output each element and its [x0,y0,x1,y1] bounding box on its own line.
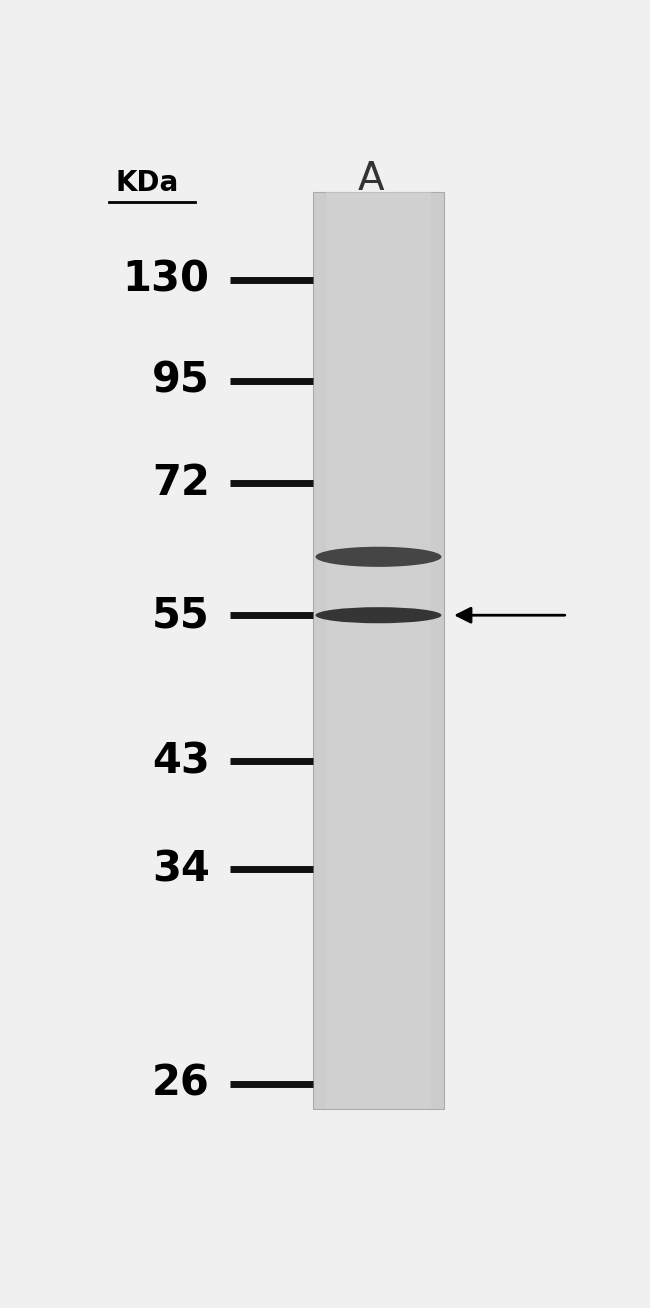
Text: 95: 95 [152,360,210,402]
Text: 55: 55 [152,594,210,636]
Text: 34: 34 [152,848,210,889]
Text: KDa: KDa [115,169,178,198]
Bar [326,192,431,1109]
Text: 43: 43 [152,740,210,782]
Text: 26: 26 [152,1062,210,1104]
Ellipse shape [315,607,441,624]
Bar [313,192,444,1109]
Text: A: A [358,160,384,198]
Text: 130: 130 [123,259,210,301]
Text: 72: 72 [152,462,210,505]
Ellipse shape [315,547,441,566]
